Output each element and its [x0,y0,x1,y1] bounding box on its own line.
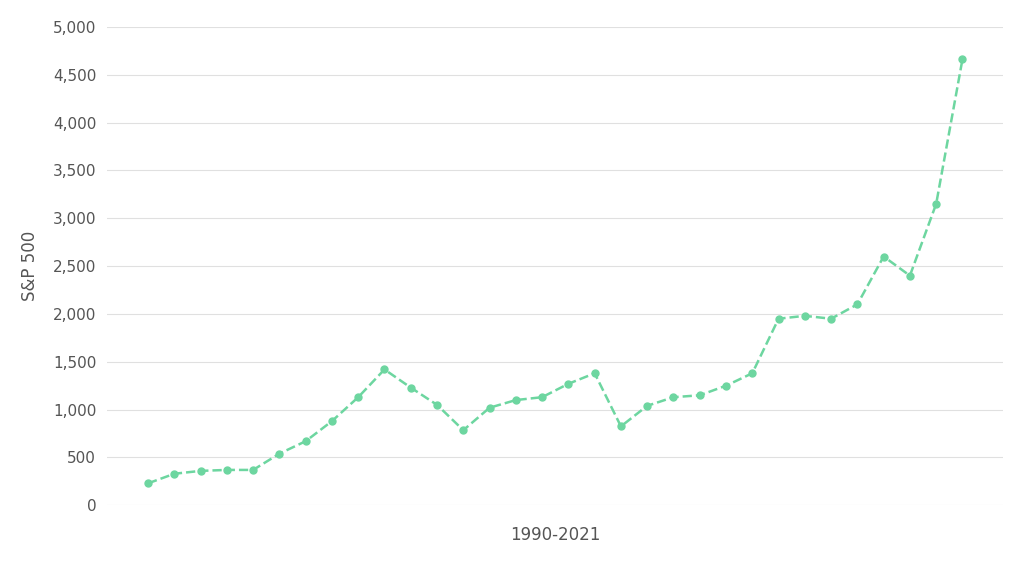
Y-axis label: S&P 500: S&P 500 [20,231,39,301]
X-axis label: 1990-2021: 1990-2021 [510,526,600,544]
